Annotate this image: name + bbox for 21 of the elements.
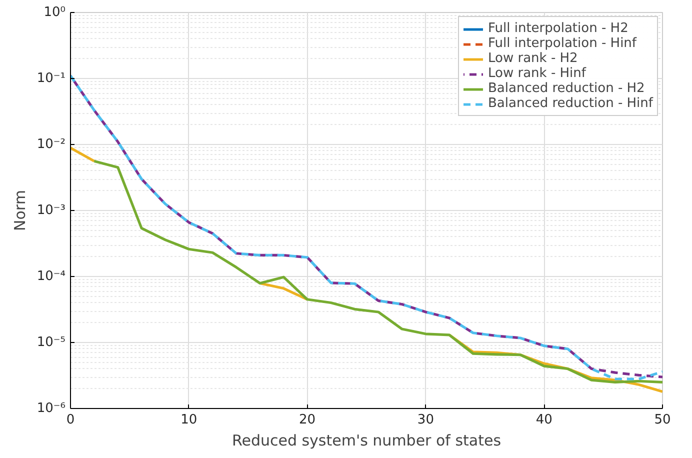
x-tick-label: 0 xyxy=(66,412,75,428)
x-tick-label: 20 xyxy=(299,412,316,428)
y-tick-label: 10⁻¹ xyxy=(36,71,66,86)
legend-label: Full interpolation - Hinf xyxy=(488,36,636,51)
legend-label: Low rank - H2 xyxy=(488,51,578,66)
x-tick-label: 30 xyxy=(417,412,434,428)
x-axis-title: Reduced system's number of states xyxy=(232,432,502,450)
legend-label: Balanced reduction - H2 xyxy=(488,81,645,96)
x-tick-label: 10 xyxy=(180,412,198,428)
y-tick-label: 10⁻⁴ xyxy=(36,269,66,284)
y-tick-label: 10⁻⁵ xyxy=(36,335,66,350)
legend-label: Balanced reduction - Hinf xyxy=(488,96,653,111)
y-tick-label: 10⁻⁶ xyxy=(36,401,66,416)
x-tick-label: 40 xyxy=(536,412,552,428)
legend-label: Full interpolation - H2 xyxy=(488,21,628,36)
y-tick-label: 10⁻³ xyxy=(36,203,66,218)
y-tick-label: 10⁻² xyxy=(36,137,66,152)
y-tick-label: 10⁰ xyxy=(44,5,66,20)
y-axis-title: Norm xyxy=(10,190,29,231)
x-tick-label: 50 xyxy=(654,412,671,428)
legend-label: Low rank - Hinf xyxy=(488,66,586,81)
